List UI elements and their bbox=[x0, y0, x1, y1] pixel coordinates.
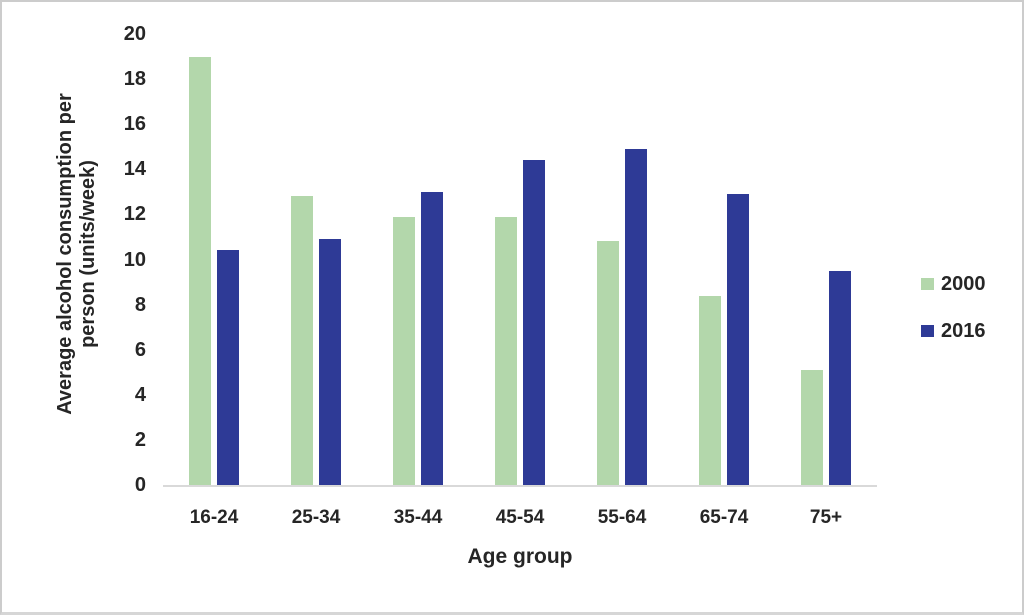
legend-swatch-icon-2016 bbox=[921, 325, 934, 337]
y-axis-title-line1: Average alcohol consumption per bbox=[54, 93, 76, 415]
y-tick-label-10: 10 bbox=[123, 248, 146, 271]
x-axis-title: Age group bbox=[467, 545, 573, 568]
x-tick-label-55-64: 55-64 bbox=[597, 507, 647, 528]
bar-2016-16-24 bbox=[217, 250, 239, 485]
legend-item-2000: 2000 bbox=[921, 273, 986, 295]
y-tick-label-0: 0 bbox=[134, 474, 146, 496]
x-axis-line bbox=[163, 485, 877, 487]
bar-2016-25-34 bbox=[319, 239, 341, 485]
bar-2000-25-34 bbox=[291, 196, 313, 485]
bar-2016-45-54 bbox=[523, 160, 545, 485]
bar-2016-35-44 bbox=[421, 192, 443, 485]
bar-2000-75+ bbox=[801, 370, 823, 485]
bar-2000-65-74 bbox=[699, 296, 721, 485]
y-tick-label-18: 18 bbox=[123, 68, 146, 91]
y-tick-label-16: 16 bbox=[123, 113, 146, 136]
y-tick-label-6: 6 bbox=[134, 338, 146, 361]
x-tick-label-45-54: 45-54 bbox=[495, 507, 545, 528]
y-tick-label-14: 14 bbox=[123, 158, 146, 181]
x-tick-label-75+: 75+ bbox=[809, 507, 843, 528]
legend-label-2000: 2000 bbox=[941, 273, 986, 295]
x-tick-label-25-34: 25-34 bbox=[291, 507, 341, 528]
legend-item-2016: 2016 bbox=[921, 320, 986, 342]
y-tick-label-8: 8 bbox=[134, 293, 146, 316]
x-tick-label-65-74: 65-74 bbox=[699, 507, 749, 528]
bar-2016-75+ bbox=[829, 271, 851, 485]
bar-2016-55-64 bbox=[625, 149, 647, 485]
bar-2016-65-74 bbox=[727, 194, 749, 485]
legend-swatch-icon-2000 bbox=[921, 278, 934, 290]
bar-2000-16-24 bbox=[189, 57, 211, 485]
x-tick-label-35-44: 35-44 bbox=[393, 507, 443, 528]
bar-2000-45-54 bbox=[495, 217, 517, 485]
y-tick-label-4: 4 bbox=[134, 383, 146, 406]
bar-2000-55-64 bbox=[597, 241, 619, 485]
y-tick-label-2: 2 bbox=[134, 428, 146, 451]
y-tick-label-20: 20 bbox=[123, 23, 146, 45]
y-tick-label-12: 12 bbox=[123, 203, 146, 226]
legend: 2000 2016 bbox=[921, 273, 986, 367]
x-tick-label-16-24: 16-24 bbox=[189, 507, 239, 528]
bar-2000-35-44 bbox=[393, 217, 415, 485]
legend-label-2016: 2016 bbox=[941, 320, 986, 342]
